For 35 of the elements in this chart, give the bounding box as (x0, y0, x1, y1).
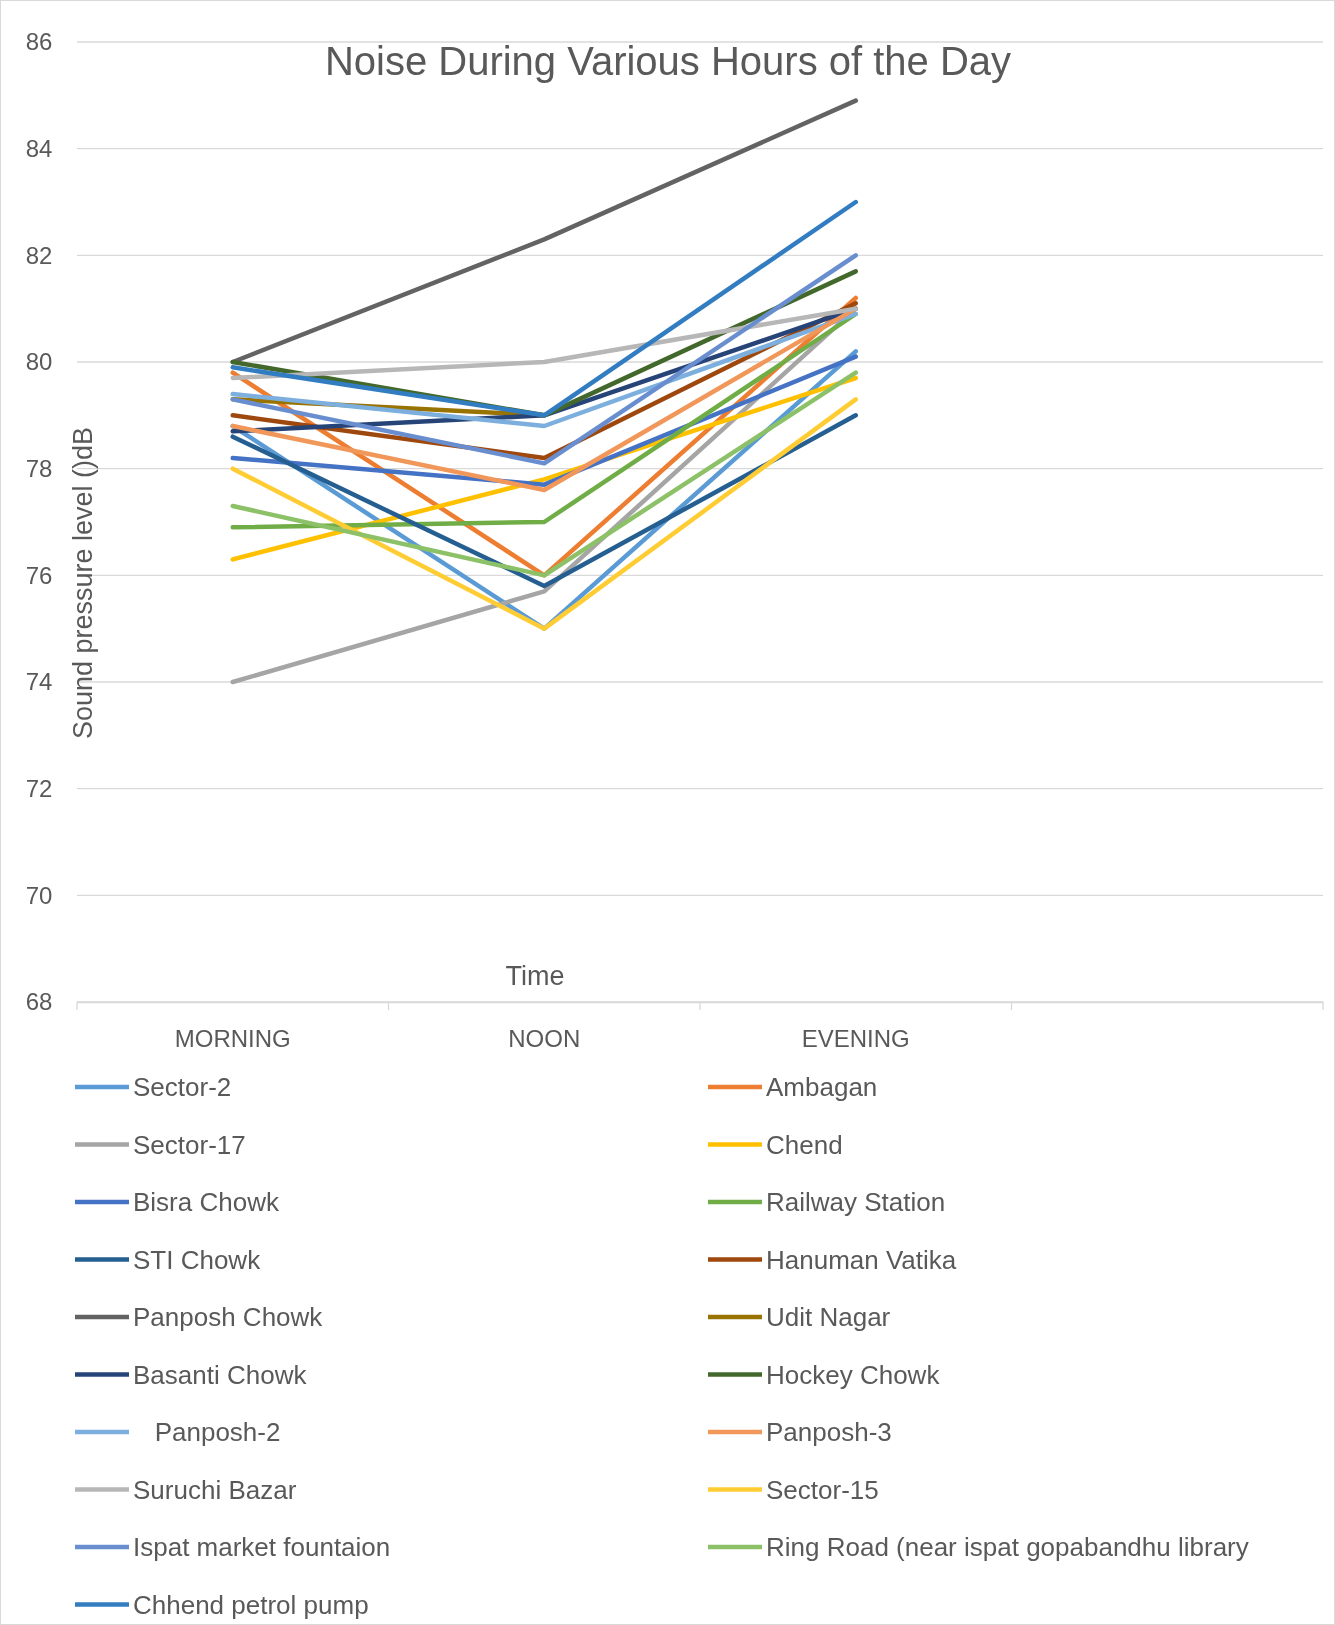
legend-label: Railway Station (766, 1187, 946, 1217)
legend-label: Udit Nagar (766, 1302, 891, 1332)
legend-label: Sector-15 (766, 1474, 879, 1505)
legend-label: Panposh-2 (133, 1417, 281, 1447)
y-tick-label: 76 (25, 561, 53, 589)
chart-title: Noise During Various Hours of the Day (324, 39, 1012, 83)
x-tick-label: MORNING (174, 1025, 291, 1053)
y-tick-label: 72 (25, 774, 53, 802)
legend-label: Ring Road (near ispat gopabandhu library (766, 1532, 1249, 1562)
legend-label: Ispat market fountaion (133, 1532, 391, 1562)
legend-label: Hockey Chowk (766, 1359, 941, 1390)
legend-label: Chend (766, 1129, 843, 1160)
legend-label: Chhend petrol pump (133, 1589, 369, 1620)
y-tick-label: 74 (25, 668, 53, 696)
x-axis-title: Time (505, 961, 565, 991)
y-tick-label: 80 (25, 348, 53, 376)
legend-label: Panposh Chowk (133, 1302, 324, 1332)
legend-label: Hanuman Vatika (766, 1244, 957, 1275)
x-tick-label: EVENING (801, 1025, 910, 1053)
x-tick-label: NOON (508, 1025, 581, 1053)
y-tick-label: 70 (25, 881, 53, 909)
y-tick-label: 68 (25, 988, 53, 1016)
y-tick-label: 82 (25, 241, 53, 269)
legend-label: Basanti Chowk (133, 1359, 308, 1390)
legend-label: Bisra Chowk (133, 1187, 280, 1217)
y-axis-title: Sound pressure level ()dB (68, 426, 98, 740)
legend-label: Suruchi Bazar (133, 1474, 297, 1505)
legend-label: Sector-17 (133, 1129, 246, 1160)
y-tick-label: 84 (25, 134, 53, 162)
legend-label: STI Chowk (133, 1244, 262, 1275)
y-tick-label: 78 (25, 454, 53, 482)
legend-label: Panposh-3 (766, 1417, 892, 1447)
legend-label: Sector-2 (133, 1072, 232, 1102)
y-tick-label: 86 (25, 28, 53, 56)
legend-label: Ambagan (766, 1072, 878, 1102)
